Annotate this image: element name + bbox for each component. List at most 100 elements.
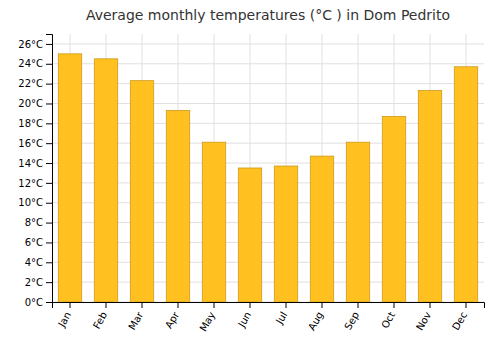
x-tick: Oct <box>379 302 397 330</box>
x-tick: Nov <box>414 302 433 332</box>
y-tick: 10°C <box>18 197 52 208</box>
x-tick: Jun <box>235 302 253 330</box>
y-tick-mark <box>46 183 52 184</box>
x-tick-mark <box>394 302 395 308</box>
y-tick-mark <box>46 282 52 283</box>
y-tick-mark <box>46 143 52 144</box>
bar <box>382 116 405 302</box>
x-tick: Sep <box>342 302 361 332</box>
y-tick: 22°C <box>18 78 52 89</box>
x-tick-label: Jul <box>273 310 289 327</box>
y-tick-label: 22°C <box>18 78 43 89</box>
bar <box>166 110 189 302</box>
y-tick-mark <box>46 203 52 204</box>
x-tick-label: Sep <box>342 310 361 332</box>
bar <box>346 142 369 302</box>
y-tick-mark <box>46 84 52 85</box>
y-tick: 6°C <box>25 237 52 248</box>
y-tick-label: 8°C <box>25 217 43 228</box>
x-tick-label: Apr <box>163 309 182 330</box>
y-tick-label: 12°C <box>18 178 43 189</box>
y-tick-label: 24°C <box>18 58 43 69</box>
x-tick-label: Mar <box>126 309 145 332</box>
x-tick-label: Jun <box>235 310 253 330</box>
x-tick-label: Oct <box>379 310 397 331</box>
y-tick-mark <box>46 163 52 164</box>
y-tick: 16°C <box>18 138 52 149</box>
y-tick: 2°C <box>25 277 52 288</box>
y-tick: 0°C <box>25 297 52 308</box>
x-tick: Apr <box>163 302 182 330</box>
bar <box>94 59 117 302</box>
bars <box>58 54 477 302</box>
bar <box>310 156 333 302</box>
y-tick-label: 16°C <box>18 138 43 149</box>
x-axis-line <box>53 303 485 309</box>
x-tick: May <box>197 302 217 333</box>
y-tick-mark <box>46 262 52 263</box>
x-tick-mark <box>430 302 431 308</box>
chart-svg: 0°C 2°C 4°C 6°C 8°C 10°C 12°C 14°C 16°C 18°C 20°C 2… <box>0 0 500 350</box>
y-tick: 20°C <box>18 98 52 109</box>
y-tick-label: 18°C <box>18 118 43 129</box>
chart-container: 0°C 2°C 4°C 6°C 8°C 10°C 12°C 14°C 16°C 18°C 20°C 2… <box>0 0 500 350</box>
y-tick-label: 4°C <box>25 257 43 268</box>
y-tick-mark <box>46 223 52 224</box>
bar <box>130 81 153 302</box>
plot-area: 0°C 2°C 4°C 6°C 8°C 10°C 12°C 14°C 16°C 18°C 20°C 2… <box>18 34 484 333</box>
y-tick-label: 26°C <box>18 39 43 50</box>
y-tick-label: 14°C <box>18 158 43 169</box>
bar <box>202 142 225 302</box>
title: Average monthly temperatures (°C ) in Do… <box>86 7 450 23</box>
y-tick: 18°C <box>18 118 52 129</box>
y-tick-mark <box>46 44 52 45</box>
x-tick-label: May <box>197 310 217 333</box>
y-tick: 12°C <box>18 178 52 189</box>
x-axis: Jan Feb Mar Apr May Jun Jul Aug Sep Oct Nov Dec <box>53 302 485 333</box>
y-tick: 4°C <box>25 257 52 268</box>
y-tick-mark <box>46 123 52 124</box>
y-tick-mark <box>46 103 52 104</box>
x-tick-label: Aug <box>306 310 325 332</box>
y-tick: 24°C <box>18 58 52 69</box>
x-tick-mark <box>322 302 323 308</box>
y-axis: 0°C 2°C 4°C 6°C 8°C 10°C 12°C 14°C 16°C 18°C 20°C 2… <box>18 35 52 308</box>
y-tick: 26°C <box>18 39 52 50</box>
bar <box>238 168 261 302</box>
x-tick: Mar <box>126 302 145 332</box>
x-tick: Feb <box>91 302 109 331</box>
x-tick: Aug <box>306 302 325 332</box>
x-tick: Jan <box>56 302 74 330</box>
x-tick-mark <box>106 302 107 308</box>
x-tick: Dec <box>450 302 469 332</box>
y-tick-label: 20°C <box>18 98 43 109</box>
x-tick-label: Jan <box>56 310 74 330</box>
y-tick-mark <box>46 302 52 303</box>
x-tick: Jul <box>273 302 289 327</box>
x-tick-mark <box>142 302 143 308</box>
y-tick-label: 2°C <box>25 277 43 288</box>
x-tick-mark <box>250 302 251 308</box>
x-tick-mark <box>214 302 215 308</box>
y-tick-label: 0°C <box>25 297 43 308</box>
x-tick-mark <box>358 302 359 308</box>
bar <box>58 54 81 302</box>
bar <box>274 166 297 302</box>
bar <box>418 91 441 302</box>
y-tick: 14°C <box>18 158 52 169</box>
x-tick-mark <box>466 302 467 308</box>
x-tick-label: Dec <box>450 310 469 332</box>
grid <box>52 34 484 302</box>
x-tick-label: Nov <box>414 310 433 332</box>
y-tick-mark <box>46 64 52 65</box>
y-tick-label: 10°C <box>18 197 43 208</box>
y-tick: 8°C <box>25 217 52 228</box>
x-tick-mark <box>178 302 179 308</box>
y-grid-line <box>52 43 484 44</box>
x-tick-label: Feb <box>91 310 109 331</box>
y-tick-mark <box>46 242 52 243</box>
x-tick-mark <box>286 302 287 308</box>
y-axis-line <box>46 35 53 303</box>
x-tick-mark <box>70 302 71 308</box>
bar <box>454 67 477 302</box>
